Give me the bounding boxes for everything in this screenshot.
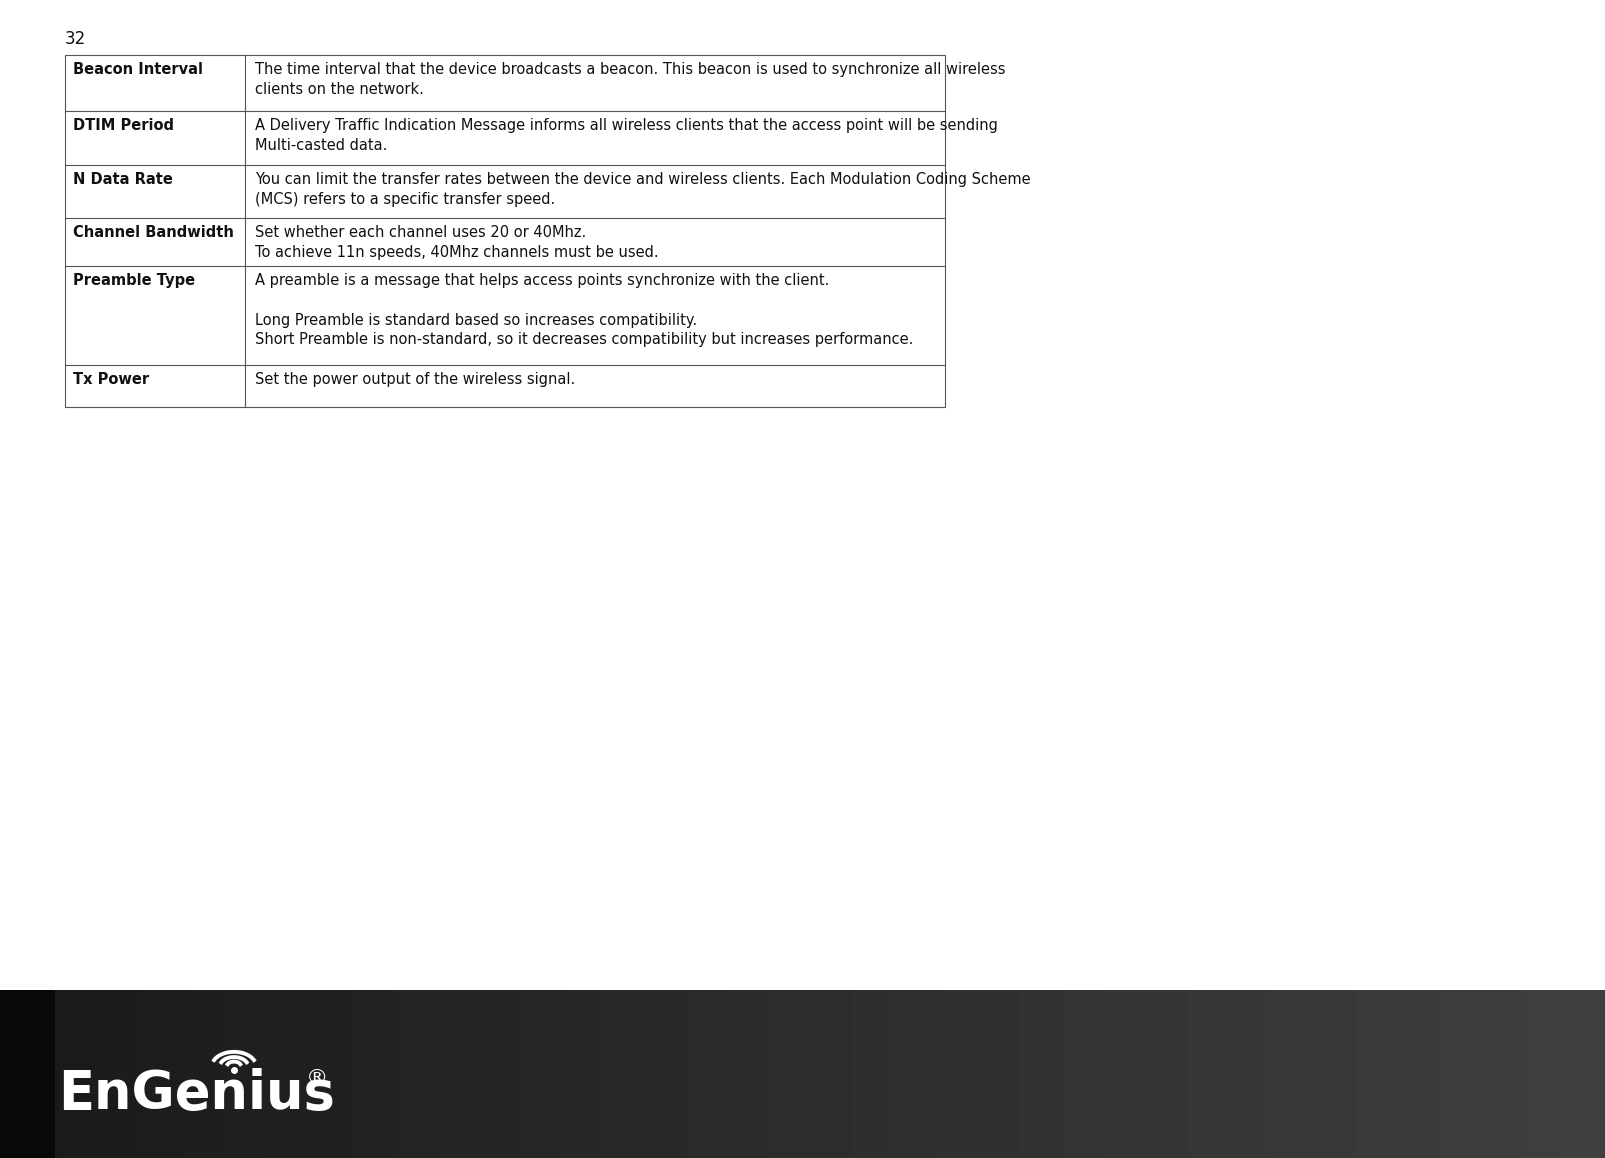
Text: A Delivery Traffic Indication Message informs all wireless clients that the acce: A Delivery Traffic Indication Message in… <box>255 118 997 153</box>
Bar <box>0 990 55 1158</box>
Text: Channel Bandwidth: Channel Bandwidth <box>72 226 234 241</box>
Text: A preamble is a message that helps access points synchronize with the client.

L: A preamble is a message that helps acces… <box>255 273 913 347</box>
Text: Tx Power: Tx Power <box>72 373 149 388</box>
Text: Set the power output of the wireless signal.: Set the power output of the wireless sig… <box>255 373 575 388</box>
Text: ®: ® <box>307 1068 327 1089</box>
Text: You can limit the transfer rates between the device and wireless clients. Each M: You can limit the transfer rates between… <box>255 171 1030 206</box>
Text: Beacon Interval: Beacon Interval <box>72 63 202 76</box>
Text: The time interval that the device broadcasts a beacon. This beacon is used to sy: The time interval that the device broadc… <box>255 63 1005 97</box>
Bar <box>64 54 944 406</box>
Text: Set whether each channel uses 20 or 40Mhz.
To achieve 11n speeds, 40Mhz channels: Set whether each channel uses 20 or 40Mh… <box>255 226 658 261</box>
Text: DTIM Period: DTIM Period <box>72 118 173 133</box>
Text: EnGenius: EnGenius <box>58 1068 335 1120</box>
Text: Preamble Type: Preamble Type <box>72 273 194 288</box>
Text: 32: 32 <box>64 30 87 47</box>
Text: N Data Rate: N Data Rate <box>72 171 173 186</box>
